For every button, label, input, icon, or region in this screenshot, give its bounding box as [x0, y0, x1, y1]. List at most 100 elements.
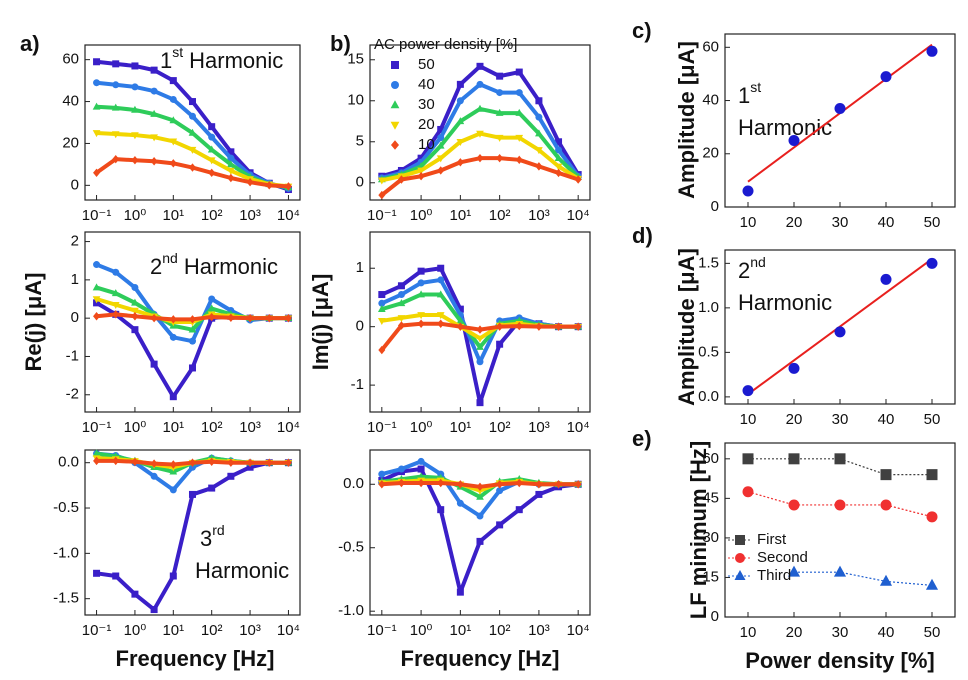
y-tick-label: 0	[71, 309, 79, 326]
data-point	[131, 284, 139, 292]
data-point	[112, 310, 120, 319]
y-tick-label: 1	[356, 259, 364, 276]
data-point	[111, 131, 120, 139]
data-point	[437, 134, 445, 142]
data-point	[496, 340, 504, 348]
data-point	[111, 289, 120, 297]
legend-label: 30	[418, 96, 435, 113]
data-point	[150, 66, 158, 74]
data-point	[169, 333, 177, 341]
data-point	[227, 313, 235, 322]
y-tick-label: 20	[62, 134, 79, 151]
data-point	[515, 506, 523, 514]
data-point	[554, 153, 563, 161]
data-point	[92, 449, 101, 457]
data-point	[112, 572, 120, 580]
data-point	[188, 458, 196, 467]
y-tick-label: 30	[702, 529, 719, 546]
x-tick-label: 30	[832, 411, 849, 428]
data-point	[112, 456, 120, 466]
data-point	[436, 290, 445, 298]
data-point	[208, 484, 216, 492]
data-point	[554, 163, 563, 171]
data-point	[437, 125, 445, 133]
series-line	[95, 157, 289, 189]
legend-marker	[391, 81, 399, 89]
data-point	[476, 335, 484, 343]
panel-label: b)	[330, 31, 351, 56]
data-point	[92, 130, 101, 138]
x-tick-label: 10³	[528, 419, 550, 436]
data-point	[535, 322, 543, 331]
data-point	[417, 478, 425, 488]
data-point	[574, 175, 582, 184]
data-point	[150, 459, 158, 468]
legend-title: AC power density [%]	[374, 36, 517, 53]
annotation: 2nd Harmonic	[150, 250, 278, 279]
y-tick-label: 60	[702, 38, 719, 55]
y-tick-label: 60	[702, 450, 719, 467]
data-point	[246, 458, 254, 467]
data-point	[437, 319, 445, 328]
data-point	[93, 58, 101, 66]
annotation: 2nd	[738, 254, 766, 283]
data-point	[93, 312, 101, 321]
x-tick-label: 10	[740, 214, 757, 231]
panel-label: d)	[632, 223, 653, 248]
legend-marker	[390, 100, 400, 109]
data-point	[535, 147, 543, 155]
x-tick-label: 10⁻¹	[367, 419, 397, 436]
data-point	[880, 273, 892, 285]
data-point	[378, 470, 386, 478]
data-point	[476, 512, 484, 520]
y-axis-label: LF minimum [Hz]	[686, 441, 711, 619]
y-tick-label: 0	[356, 318, 364, 335]
data-point	[417, 457, 425, 465]
annotation-suffix: st	[172, 44, 183, 60]
y-tick-label: 5	[356, 133, 364, 150]
annotation-word: Harmonic	[189, 48, 283, 73]
data-point	[169, 393, 177, 401]
data-point	[476, 358, 484, 366]
data-point	[515, 68, 523, 76]
data-point	[456, 117, 465, 125]
y-tick-label: 0	[711, 608, 719, 625]
data-point	[227, 148, 235, 156]
panel-label: a)	[20, 31, 40, 56]
annotation-suffix: nd	[750, 254, 766, 270]
data-point	[112, 60, 120, 68]
plot-frame	[369, 449, 591, 616]
data-point	[476, 130, 484, 138]
y-tick-label: 1	[71, 271, 79, 288]
data-point	[169, 95, 177, 103]
data-point	[496, 487, 504, 495]
data-point	[188, 490, 196, 498]
data-point	[417, 312, 425, 320]
x-tick-label: 10⁰	[410, 419, 433, 436]
data-point	[456, 138, 465, 146]
data-point	[397, 478, 405, 488]
data-point	[208, 312, 216, 322]
x-tick-label: 10¹	[450, 419, 472, 436]
data-point	[436, 141, 445, 149]
data-point	[476, 399, 484, 407]
x-tick-label: 10⁰	[410, 622, 433, 639]
y-tick-label: 0.5	[698, 343, 719, 360]
annotation-number: 1	[738, 83, 750, 108]
y-axis-label: Amplitude [μA]	[674, 41, 699, 199]
data-point	[92, 102, 101, 110]
data-point	[92, 296, 101, 304]
data-point	[93, 168, 101, 177]
data-point	[535, 129, 543, 137]
data-point	[246, 177, 254, 187]
x-tick-label: 10²	[201, 622, 223, 639]
x-tick-label: 10	[740, 411, 757, 428]
data-point	[111, 103, 120, 111]
data-point	[131, 105, 139, 113]
data-point	[208, 133, 216, 141]
x-tick-label: 10¹	[450, 207, 472, 224]
data-point	[169, 315, 177, 324]
data-point	[131, 590, 139, 598]
data-point	[131, 132, 139, 140]
series-line	[794, 571, 933, 586]
